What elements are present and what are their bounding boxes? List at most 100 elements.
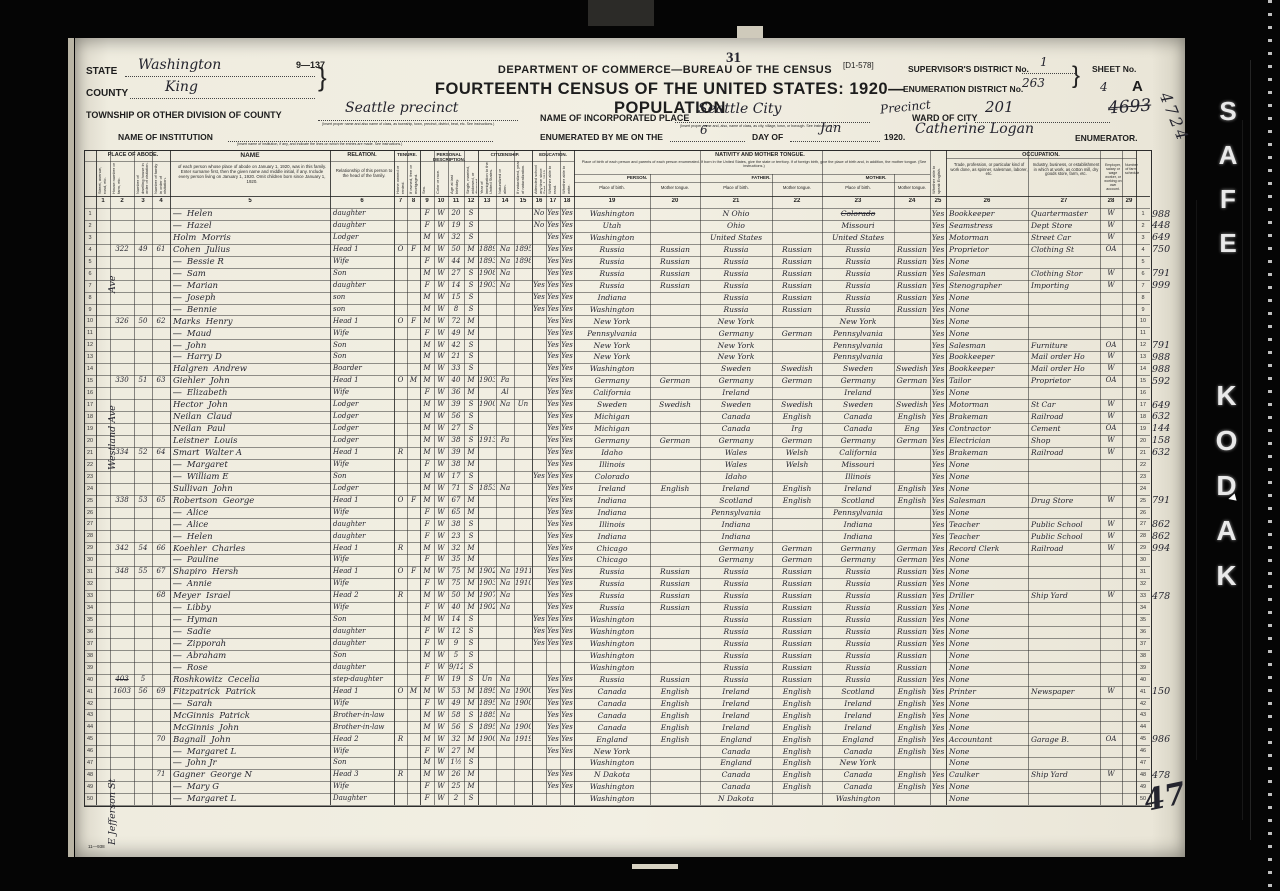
table-row-cell: OA <box>1105 424 1117 433</box>
col-vertical-label-1: Street, avenue, road, etc. <box>98 166 107 194</box>
table-row-cell: Russia <box>845 591 871 601</box>
table-row-cell: English <box>660 710 690 720</box>
table-row-cell: 1885 <box>479 710 495 719</box>
pob-label: Place of birth. <box>845 185 871 190</box>
table-row-cell: Russia <box>723 268 749 278</box>
table-row-cell: English <box>782 734 812 744</box>
table-row-cell: English <box>660 698 690 708</box>
row-number-left: 20 <box>86 437 94 444</box>
row-number-right: 4 <box>1141 246 1145 253</box>
table-row-cell: Yes <box>931 734 945 744</box>
table-row-cell: Halgren Andrew <box>173 364 248 375</box>
table-row-cell: Yes <box>931 639 945 649</box>
table-row-cell: 65 <box>156 495 166 504</box>
table-row-cell: England <box>720 734 752 744</box>
table-row-cell: 66 <box>156 543 166 552</box>
row-line <box>84 805 1150 806</box>
table-row-cell: Driller <box>949 591 974 601</box>
table-row-cell: Yes <box>931 209 945 219</box>
table-row-cell: Russia <box>599 567 625 577</box>
table-row-cell: Indiana <box>843 531 873 541</box>
table-row-cell: 56 <box>451 722 461 731</box>
table-row-cell: S <box>468 221 474 230</box>
row-number-left: 39 <box>86 664 94 671</box>
table-row-cell: Head 1 <box>333 686 359 695</box>
row-line <box>84 327 1150 329</box>
sheet-letter: A <box>1132 78 1143 95</box>
table-row-cell: S <box>468 639 474 648</box>
table-row-cell: Russia <box>723 615 749 625</box>
table-row-cell: Ohio <box>727 221 745 231</box>
table-row-cell: Yes <box>561 782 573 791</box>
table-row-cell: Canada <box>843 746 873 756</box>
table-row-cell: None <box>949 662 970 672</box>
industry-col-note: Industry, business, or establishment in … <box>1032 162 1100 177</box>
table-row-cell: New York <box>593 352 631 362</box>
table-row-cell: 27 <box>451 424 461 433</box>
table-row-cell: Dept Store <box>1031 221 1073 231</box>
table-row-cell: M <box>467 448 475 456</box>
table-row-cell: Ireland <box>844 698 872 708</box>
table-row-cell: M <box>423 436 431 445</box>
table-row-cell: Son <box>333 758 347 767</box>
table-row-cell: Swedish <box>781 364 813 374</box>
row-number-left: 38 <box>86 652 94 659</box>
table-row-cell: W <box>437 352 445 361</box>
table-row-cell: Idaho <box>601 448 623 457</box>
col-number: 6 <box>360 198 364 204</box>
table-row-cell: Brakeman <box>949 412 988 422</box>
county-value: King <box>165 79 198 95</box>
table-row-cell: 14 <box>451 615 461 624</box>
table-row-cell: W <box>437 674 445 683</box>
film-scratch <box>1242 120 1243 820</box>
table-row-cell: ― Helen <box>173 209 213 220</box>
table-row-cell: Yes <box>931 543 945 553</box>
table-row-cell: 25 <box>451 782 461 791</box>
table-row-cell: Daughter <box>333 794 367 803</box>
table-row-cell: W <box>437 245 445 254</box>
row-number-left: 37 <box>86 640 94 647</box>
column-line <box>822 150 823 805</box>
table-row-cell: Scotland <box>841 495 875 505</box>
row-line <box>84 781 1150 783</box>
col-number: 19 <box>608 198 616 204</box>
table-row-cell: Yes <box>561 746 573 755</box>
table-row-cell: Yes <box>561 543 573 552</box>
row-number-left: 12 <box>86 342 94 349</box>
column-line <box>930 150 931 805</box>
table-row-cell: English <box>660 734 690 744</box>
table-row-cell: Yes <box>561 495 573 504</box>
table-row-cell: 23 <box>451 531 461 540</box>
margin-schedule-number: 448 <box>1152 220 1171 232</box>
table-row-cell: ― Abraham <box>173 650 227 661</box>
table-row-cell: OA <box>1105 245 1117 254</box>
row-number-right: 36 <box>1139 628 1147 635</box>
table-row-cell: W <box>437 507 445 516</box>
table-row-cell: ― Alice <box>173 519 209 530</box>
table-row-cell: Yes <box>931 268 945 278</box>
column-line <box>394 150 396 805</box>
table-row-cell: 15 <box>451 292 461 301</box>
row-line <box>84 590 1150 592</box>
table-row-cell: 27 <box>451 746 461 755</box>
table-row-cell: 1910 <box>515 579 531 588</box>
table-row-cell: Eng <box>904 424 920 434</box>
row-number-left: 5 <box>88 258 92 265</box>
table-row-cell: Russia <box>723 662 749 672</box>
table-row-cell: Stenographer <box>949 280 1002 290</box>
table-row-cell: 17 <box>451 471 461 480</box>
table-row-cell: 50 <box>451 245 461 254</box>
table-row-cell: ― Bessie R <box>173 256 224 267</box>
row-number-right: 35 <box>1139 616 1147 623</box>
table-row-cell: Yes <box>931 448 945 457</box>
table-row-cell: Yes <box>547 471 559 480</box>
table-row-cell: English <box>897 686 927 696</box>
table-row-cell: N Ohio <box>722 209 750 219</box>
table-row-cell: Yes <box>931 674 945 684</box>
row-number-right: 1 <box>1141 211 1145 217</box>
table-row-cell: step-daughter <box>333 674 383 683</box>
department-line: DEPARTMENT OF COMMERCE—BUREAU OF THE CEN… <box>497 64 833 76</box>
table-row-cell: Russian <box>782 650 812 660</box>
table-row-cell: Meyer Israel <box>173 591 231 602</box>
table-row-cell: W <box>437 483 445 492</box>
